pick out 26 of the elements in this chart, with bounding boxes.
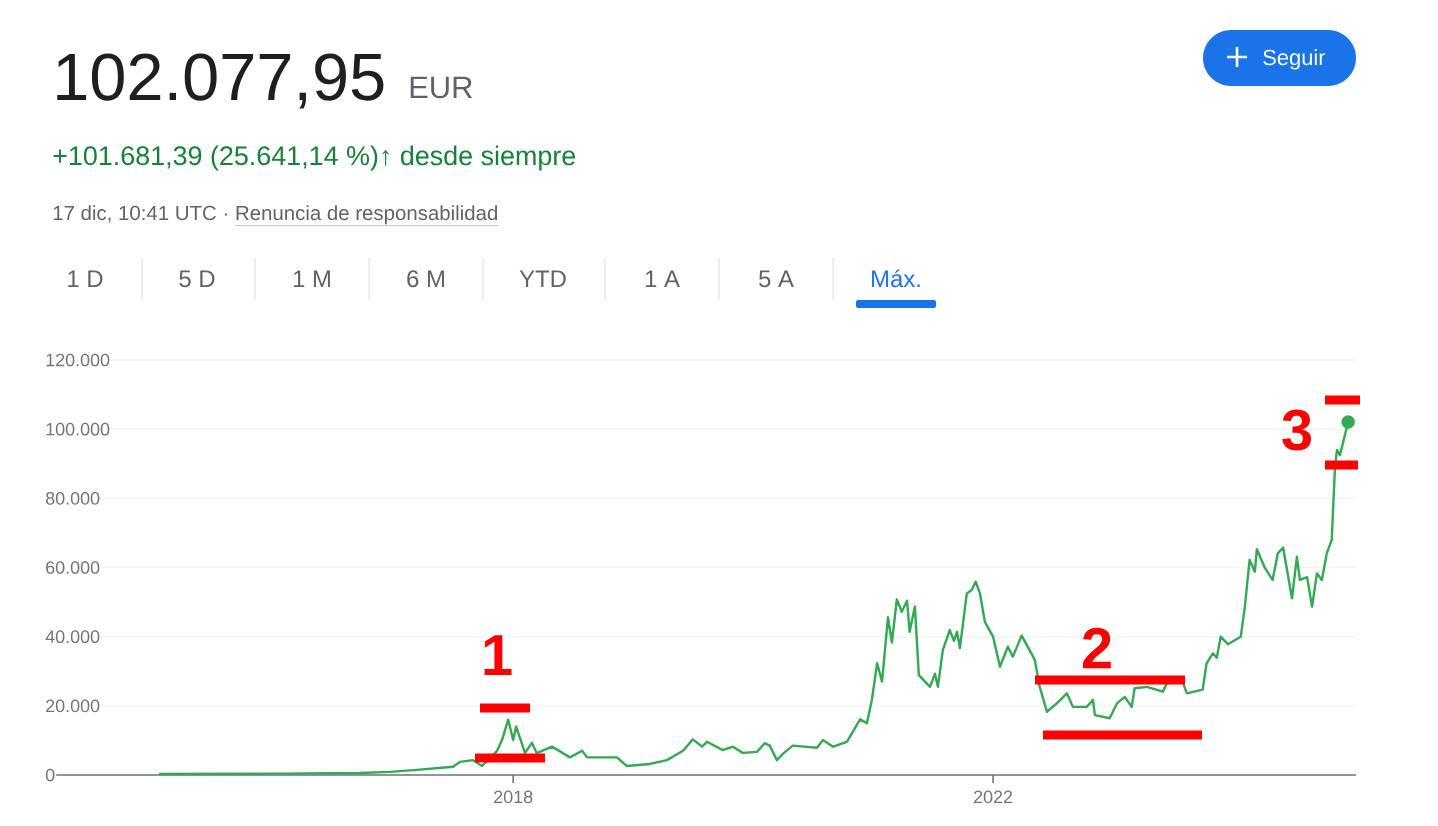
chart-subtitle: +101.681,39 (25.641,14 %)↑ desde siempre [53,145,576,171]
text: 1 M [293,270,330,287]
y-tick-label: 80.000 [45,491,100,505]
annotation: 2 [1082,627,1111,669]
y-tick-label: 60.000 [46,561,100,574]
text: 1 A [645,270,680,287]
text: YTD [519,270,566,287]
y-tick-label: 20.000 [46,699,100,713]
text: 5 A [759,270,794,288]
text: 6 M [407,270,444,288]
annotation: 1 [484,635,512,675]
y-tick-label: 100.000 [46,422,110,436]
y-tick-label: 40.000 [45,630,100,644]
annotation: 3 [1282,409,1311,451]
text: 17 dic, 10:41 UTC · [53,205,227,223]
x-tick-label: 2018 [494,790,533,804]
text: 5 D [179,270,215,288]
text: Máx. [872,269,920,288]
y-tick-label: 120.000 [46,353,110,367]
text: Renuncia de responsabilidad [236,205,497,225]
x-tick-label: 2022 [974,790,1013,804]
text: EUR [410,76,472,99]
y-tick-label: 0 [45,768,55,782]
chart-title: 102.077,95 [57,53,384,109]
text: 1 D [68,270,103,287]
text: Seguir [1263,49,1326,70]
